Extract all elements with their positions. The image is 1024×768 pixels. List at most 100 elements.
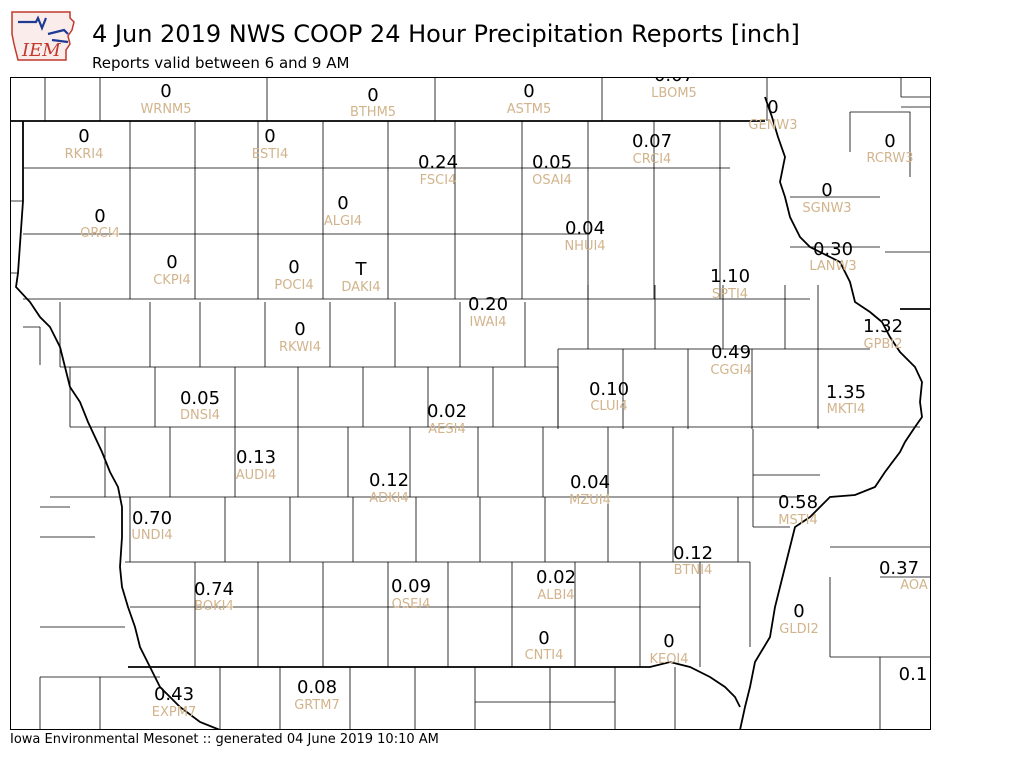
station-albi4: 0.02 ALBI4 xyxy=(536,567,576,603)
station-id: EXPM7 xyxy=(152,705,196,720)
station-btni4: 0.12 BTNI4 xyxy=(673,543,713,578)
station-id: ASTM5 xyxy=(507,102,552,117)
footer-credit: Iowa Environmental Mesonet :: generated … xyxy=(10,732,439,747)
station-value: 0.04 xyxy=(565,218,605,239)
station-value: 0 xyxy=(884,131,895,152)
station-lbom5: 0.07 LBOM5 xyxy=(651,77,697,101)
station-value: 0 xyxy=(294,319,305,340)
station-id: ADKI4 xyxy=(369,491,409,506)
station-value: 0.10 xyxy=(589,379,629,400)
station-value: 1.35 xyxy=(826,382,866,403)
station-id: RKWI4 xyxy=(279,340,321,355)
station-value: 0.37 xyxy=(879,558,919,579)
station-daki4: T DAKI4 xyxy=(341,259,380,295)
map-frame xyxy=(10,77,931,730)
station-id: CNTI4 xyxy=(525,648,564,663)
station-value: 0.30 xyxy=(813,239,853,260)
station-value: 0 xyxy=(160,81,171,102)
station-id: ALBI4 xyxy=(537,588,574,603)
station-ckpi4: 0 CKPI4 xyxy=(153,252,191,288)
station-osai4: 0.05 OSAI4 xyxy=(532,152,572,188)
chart-subtitle: Reports valid between 6 and 9 AM xyxy=(92,54,350,72)
station-value: 1.32 xyxy=(863,316,903,337)
station-aesi4: 0.02 AESI4 xyxy=(427,401,467,437)
station-value: 0 xyxy=(166,252,177,273)
station-value: 0.12 xyxy=(673,543,713,564)
station-id: WRNM5 xyxy=(140,102,191,117)
station-id: DAKI4 xyxy=(341,280,380,295)
station-gpbi2: 1.32 GPBI2 xyxy=(863,316,903,352)
station-id: MSTI4 xyxy=(778,513,818,528)
station-value: 0.07 xyxy=(632,131,672,152)
station-msti4: 0.58 MSTI4 xyxy=(778,492,818,528)
station-gldi2: 0 GLDI2 xyxy=(779,601,818,637)
station-audi4: 0.13 AUDI4 xyxy=(236,447,277,483)
station-value: 0 xyxy=(264,126,275,147)
station-id: GENW3 xyxy=(748,118,797,133)
station-id: CRCI4 xyxy=(633,152,672,167)
station-id: RKRI4 xyxy=(65,147,104,162)
station-mkti4: 1.35 MKTI4 xyxy=(826,382,866,417)
station-adki4: 0.12 ADKI4 xyxy=(369,470,409,506)
station-id: MZUI4 xyxy=(569,493,611,508)
station-value: 0.20 xyxy=(468,294,508,315)
station-id: KEOI4 xyxy=(649,652,688,667)
station-grtm7: 0.08 GRTM7 xyxy=(294,677,340,713)
station-markers: 0 WRNM5 0 BTHM5 0 ASTM5 0.07 LBOM5 0 GEN… xyxy=(65,77,928,720)
station-osei4: 0.09 OSEI4 xyxy=(391,576,431,612)
station-value: 0.43 xyxy=(154,684,194,705)
station-value: 0 xyxy=(523,81,534,102)
station-id: BTHM5 xyxy=(350,105,396,120)
station-cggi4: 0.49 CGGI4 xyxy=(710,342,751,378)
station-value: 0 xyxy=(288,257,299,278)
station-id: ESTI4 xyxy=(252,147,289,162)
station-cnti4: 0 CNTI4 xyxy=(525,628,564,663)
station-value: 0.70 xyxy=(132,508,172,529)
station-id: GLDI2 xyxy=(779,622,818,637)
station-fsci4: 0.24 FSCI4 xyxy=(418,152,458,188)
station-orci4: 0 ORCI4 xyxy=(80,206,120,241)
station-value: 0 xyxy=(78,126,89,147)
station-value: 0.07 xyxy=(654,77,694,86)
station-id: DNSI4 xyxy=(180,408,220,423)
station-id: CLUI4 xyxy=(590,399,627,414)
station-sgnw3: 0 SGNW3 xyxy=(802,180,851,216)
station-id: POCI4 xyxy=(274,278,313,293)
station-mzui4: 0.04 MZUI4 xyxy=(569,472,611,508)
station-rkri4: 0 RKRI4 xyxy=(65,126,104,162)
station-id: IWAI4 xyxy=(470,315,507,330)
station-undi4: 0.70 UNDI4 xyxy=(131,508,172,543)
station-value: 0.1 xyxy=(899,664,928,685)
station-value: 0.08 xyxy=(297,677,337,698)
station-id: CGGI4 xyxy=(710,363,751,378)
station-value: T xyxy=(355,259,368,280)
station-id: MKTI4 xyxy=(827,402,866,417)
station-expm7: 0.43 EXPM7 xyxy=(152,684,196,720)
station-value: 0.02 xyxy=(427,401,467,422)
station-id: LBOM5 xyxy=(651,86,697,101)
station-id: UNDI4 xyxy=(131,528,172,543)
station-id: RCRW3 xyxy=(866,151,913,166)
iem-logo: IEM xyxy=(11,11,75,61)
station-genw3: 0 GENW3 xyxy=(748,97,797,133)
station-value: 0 xyxy=(337,193,348,214)
station-esti4: 0 ESTI4 xyxy=(252,126,289,162)
station-value: 0 xyxy=(767,97,778,118)
precipitation-map: 0 WRNM5 0 BTHM5 0 ASTM5 0.07 LBOM5 0 GEN… xyxy=(10,77,931,730)
station-id: AESI4 xyxy=(428,422,465,437)
station-value: 0 xyxy=(821,180,832,201)
station-id: SGNW3 xyxy=(802,201,851,216)
station-value: 0.58 xyxy=(778,492,818,513)
station-crci4: 0.07 CRCI4 xyxy=(632,131,672,167)
station-value: 0.05 xyxy=(180,388,220,409)
station-wrnm5: 0 WRNM5 xyxy=(140,81,191,117)
station-value: 0.49 xyxy=(711,342,751,363)
station-value: 0.02 xyxy=(536,567,576,588)
station-value: 0 xyxy=(793,601,804,622)
station-lanw3: 0.30 LANW3 xyxy=(809,239,856,274)
station-id: ALGI4 xyxy=(324,214,362,229)
station-id: SPTI4 xyxy=(712,287,748,302)
station-value: 0.13 xyxy=(236,447,276,468)
station-value: 0 xyxy=(663,631,674,652)
state-boundaries xyxy=(10,96,930,730)
